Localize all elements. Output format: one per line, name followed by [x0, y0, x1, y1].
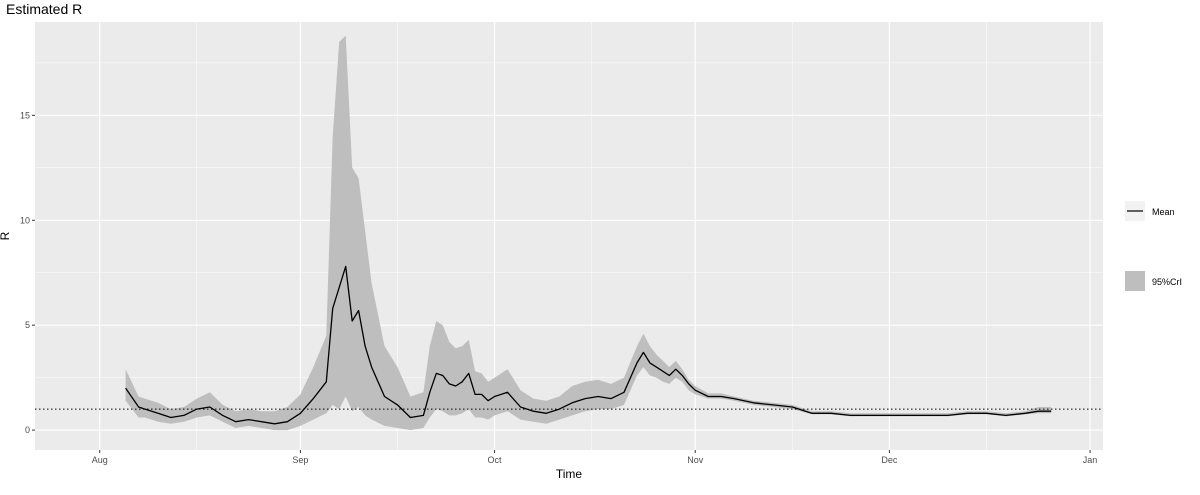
x-tick-label: Sep: [292, 455, 308, 465]
legend-key-crl: [1125, 271, 1145, 291]
x-tick-label: Aug: [92, 455, 108, 465]
y-tick-label: 15: [20, 110, 30, 120]
series-crl-ribbon: [125, 35, 1052, 431]
legend-label-mean: Mean: [1152, 207, 1175, 217]
grid-lines: [35, 22, 1103, 450]
y-tick-label: 5: [25, 320, 30, 330]
chart-title: Estimated R: [6, 1, 82, 17]
line-layer: [125, 265, 1052, 425]
x-tick-label: Jan: [1083, 455, 1098, 465]
y-tick-label: 10: [20, 215, 30, 225]
y-axis-ticks: 0 5 10 15: [20, 110, 35, 435]
x-tick-label: Oct: [488, 455, 503, 465]
legend-label-crl: 95%CrI: [1152, 277, 1182, 287]
x-tick-label: Nov: [687, 455, 704, 465]
x-axis-label: Time: [556, 467, 583, 481]
y-axis-label: R: [0, 231, 12, 240]
series-mean-line: [125, 265, 1052, 425]
legend: Mean 95%CrI: [1125, 201, 1182, 291]
x-tick-label: Dec: [881, 455, 898, 465]
y-tick-label: 0: [25, 425, 30, 435]
x-axis-ticks: Aug Sep Oct Nov Dec Jan: [92, 450, 1098, 465]
plot-panel: [35, 22, 1103, 450]
ribbon-layer: [125, 35, 1052, 431]
